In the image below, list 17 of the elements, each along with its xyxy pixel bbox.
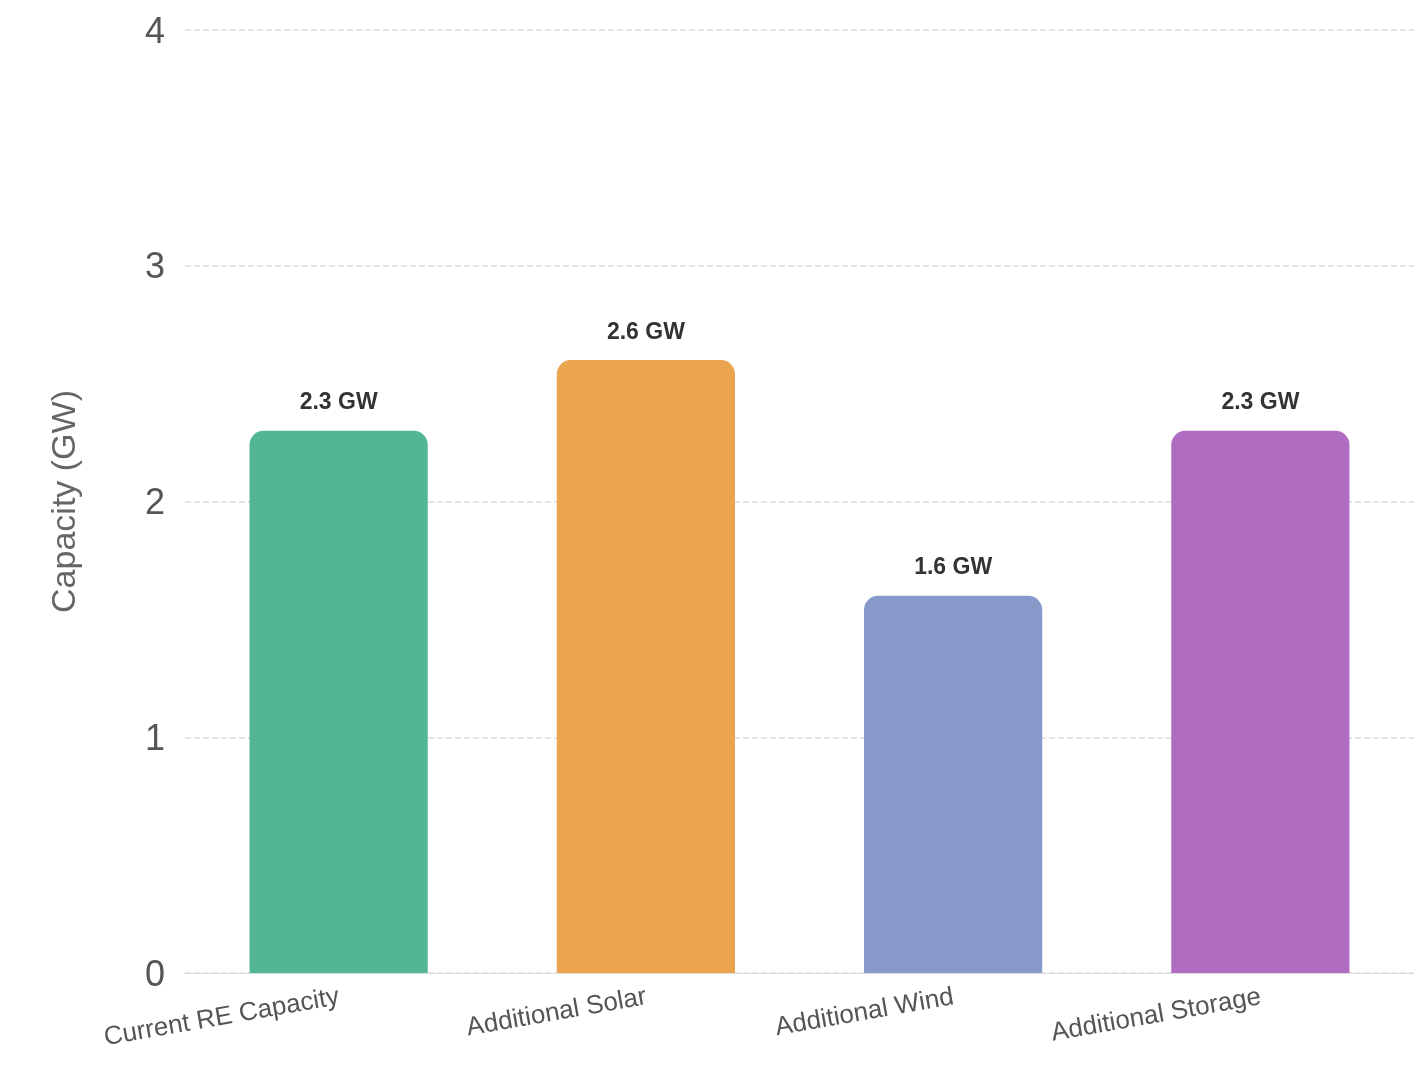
y-axis-title: Capacity (GW) [44, 390, 82, 613]
bar [864, 595, 1043, 973]
data-label: 2.3 GW [299, 388, 378, 415]
x-tick-label: Additional Storage [1048, 980, 1263, 1047]
x-tick-label: Additional Wind [772, 980, 956, 1042]
bar [556, 360, 735, 973]
bar [1171, 430, 1350, 973]
y-tick-label: 0 [144, 952, 165, 994]
bar [249, 430, 428, 973]
data-label: 2.6 GW [606, 317, 686, 344]
x-tick-label: Additional Solar [463, 980, 649, 1042]
y-tick-label: 1 [144, 716, 165, 758]
y-tick-label: 2 [144, 481, 165, 522]
data-label: 1.6 GW [914, 553, 993, 580]
y-tick-label: 4 [144, 9, 165, 51]
y-tick-label: 3 [144, 245, 165, 287]
data-label: 2.3 GW [1221, 388, 1300, 415]
